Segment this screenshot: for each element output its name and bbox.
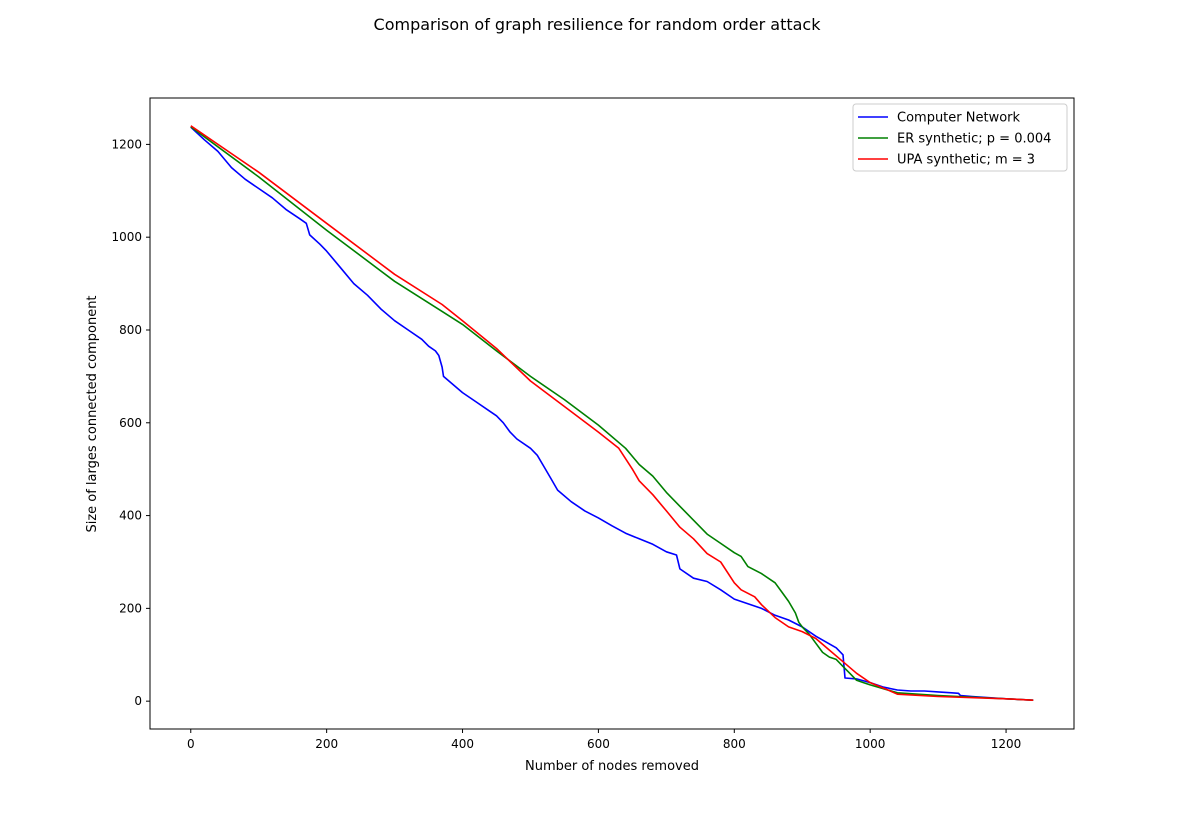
legend-label-0: Computer Network [897, 111, 1021, 126]
y-tick-label: 1000 [111, 230, 142, 244]
chart-title: Comparison of graph resilience for rando… [374, 15, 822, 34]
y-tick-label: 400 [119, 509, 142, 523]
legend-label-2: UPA synthetic; m = 3 [897, 153, 1035, 168]
y-tick-label: 0 [134, 694, 142, 708]
y-tick-label: 200 [119, 601, 142, 615]
series-line-1 [190, 126, 1034, 701]
x-tick-label: 600 [587, 737, 610, 751]
y-axis: 0 200 400 600 800 1000 1200 [111, 137, 150, 708]
x-tick-label: 1000 [855, 737, 886, 751]
y-tick-label: 1200 [111, 137, 142, 151]
x-axis-label: Number of nodes removed [525, 759, 699, 774]
x-tick-label: 1200 [991, 737, 1022, 751]
y-axis-label: Size of larges connected component [85, 295, 100, 532]
y-tick-label: 600 [119, 416, 142, 430]
x-axis: 0 200 400 600 800 1000 1200 [187, 729, 1021, 751]
legend: Computer Network ER synthetic; p = 0.004 U… [852, 103, 1068, 172]
axes-frame [149, 97, 1075, 730]
x-tick-label: 800 [723, 737, 746, 751]
series-line-2 [190, 125, 1034, 701]
series-line-0 [190, 126, 1034, 701]
x-tick-label: 0 [187, 737, 195, 751]
x-tick-label: 400 [451, 737, 474, 751]
plot-area [190, 125, 1034, 701]
legend-box [852, 103, 1068, 172]
y-tick-label: 800 [119, 323, 142, 337]
legend-label-1: ER synthetic; p = 0.004 [897, 132, 1051, 147]
x-tick-label: 200 [315, 737, 338, 751]
